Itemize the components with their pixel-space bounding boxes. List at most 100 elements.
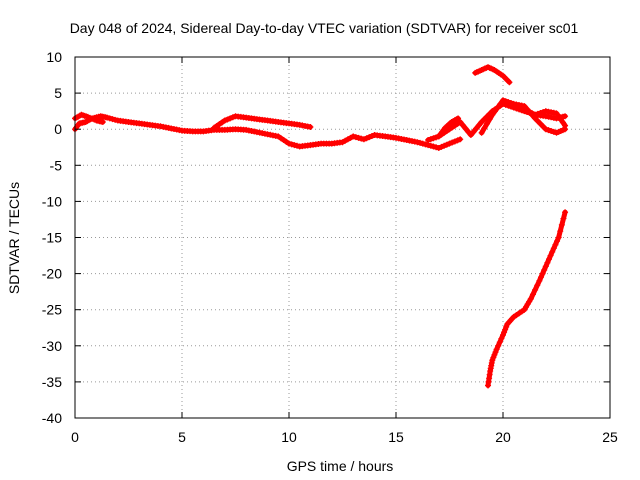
data-point (291, 142, 298, 149)
data-point (500, 97, 506, 104)
data-point (366, 134, 373, 141)
x-tick-label: 0 (71, 429, 79, 445)
data-point (99, 118, 106, 125)
data-point (224, 116, 231, 123)
data-point (417, 139, 424, 146)
ticks: 0 5 10 15 20 25 -40 -35 -30 -25 -20 -15 -10 -5 0 5 10 (42, 49, 618, 445)
data-point (473, 125, 480, 132)
data-point (547, 252, 554, 259)
x-tick-label: 25 (602, 429, 618, 445)
data-point (496, 339, 503, 346)
data-point (493, 346, 500, 353)
data-point (443, 141, 450, 148)
series-sat-c (211, 113, 314, 131)
data-point (112, 116, 119, 123)
data-point (544, 259, 551, 266)
data-point (286, 140, 292, 147)
data-point (465, 128, 472, 135)
data-point (529, 291, 536, 298)
series-sat-g (510, 104, 569, 129)
data-point (492, 349, 499, 356)
data-point (360, 136, 367, 143)
y-tick-label: -10 (42, 193, 62, 209)
data-point (358, 135, 365, 142)
data-point (540, 109, 547, 116)
chart-title: Day 048 of 2024, Sidereal Day-to-day VTE… (70, 20, 579, 36)
data-point (562, 113, 569, 120)
data-point (549, 248, 556, 255)
data-point (537, 274, 544, 281)
x-tick-label: 10 (281, 429, 297, 445)
data-point (427, 142, 434, 149)
data-point (433, 144, 440, 151)
y-tick-label: -30 (42, 338, 62, 354)
data-point (532, 286, 539, 293)
data-point (368, 133, 375, 140)
series-sat-i (485, 209, 569, 389)
data-point (502, 98, 509, 105)
data-point (422, 141, 429, 148)
data-point (489, 111, 496, 118)
y-axis-label: SDTVAR / TECUs (6, 182, 22, 294)
data-point (554, 238, 561, 245)
data-point (505, 99, 512, 106)
data-point (481, 116, 488, 123)
data-point (221, 117, 228, 124)
data-point (555, 113, 562, 120)
y-tick-label: -5 (50, 157, 63, 173)
data-point (106, 115, 113, 122)
y-tick-label: 5 (54, 85, 62, 101)
data-point (501, 329, 508, 336)
data-point (425, 142, 432, 149)
data-point (483, 120, 490, 127)
data-point (419, 140, 426, 147)
data-point (560, 215, 567, 222)
data-point (478, 129, 485, 136)
y-tick-label: 10 (46, 49, 62, 65)
data-point (475, 122, 482, 129)
data-point (104, 114, 111, 121)
data-point (534, 118, 541, 125)
y-tick-label: 0 (54, 121, 62, 137)
data-point (559, 119, 566, 126)
data-point (546, 256, 553, 263)
data-point (457, 118, 464, 125)
data-point (502, 326, 509, 333)
data-point (532, 111, 539, 118)
data-point (558, 221, 565, 228)
data-point (541, 266, 548, 273)
data-point (430, 143, 437, 150)
data-point (491, 351, 498, 358)
data-point (288, 141, 295, 148)
data-point (498, 335, 505, 342)
data-point (534, 110, 541, 117)
data-point (494, 104, 501, 111)
data-point (438, 143, 445, 150)
data-point (562, 122, 569, 129)
y-tick-label: -40 (42, 410, 62, 426)
data-point (557, 116, 564, 123)
data-point (540, 123, 547, 130)
data-point (229, 114, 236, 121)
x-axis-label: GPS time / hours (287, 458, 394, 474)
data-point (363, 135, 370, 142)
x-tick-label: 20 (495, 429, 511, 445)
data-point (536, 277, 543, 284)
data-point (542, 263, 549, 270)
series-sat-e (435, 115, 462, 140)
data-point (486, 116, 493, 123)
data-point (555, 234, 562, 241)
data-point (307, 124, 314, 131)
data-point (557, 228, 564, 235)
data-point (435, 144, 442, 151)
data-point (294, 142, 301, 149)
y-tick-label: -25 (42, 302, 62, 318)
data-point (425, 137, 432, 144)
data-point (491, 108, 498, 115)
data-point (552, 241, 559, 248)
data-point (478, 118, 485, 125)
x-tick-label: 5 (178, 429, 186, 445)
series-sat-a (72, 113, 464, 151)
data-point (537, 109, 544, 116)
y-tick-label: -35 (42, 374, 62, 390)
